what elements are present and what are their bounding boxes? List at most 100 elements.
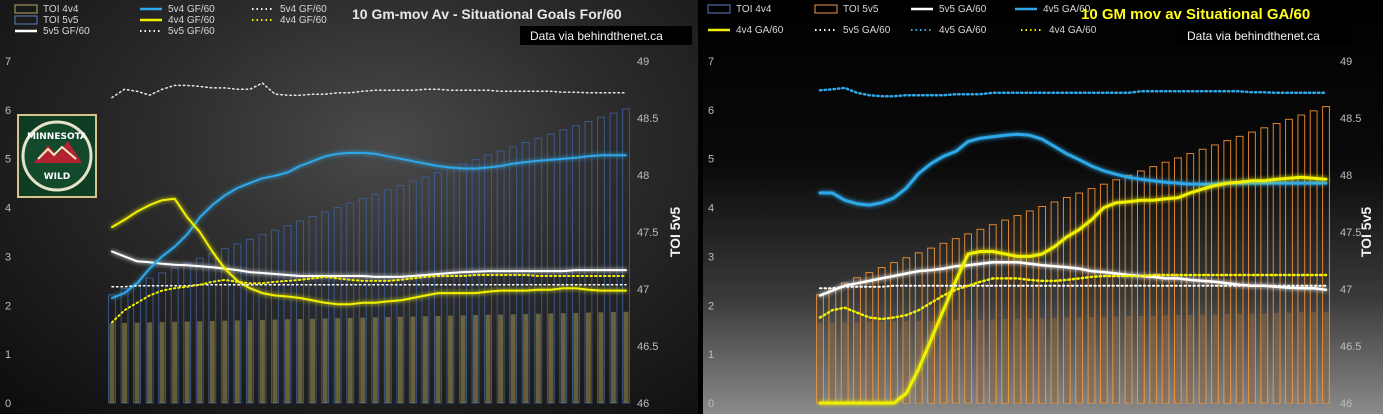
bar-toi-4v4	[903, 321, 909, 403]
legend-label: TOI 4v4	[43, 4, 79, 15]
bar-toi-4v4	[891, 321, 897, 403]
y2-tick-label: 48.5	[637, 113, 658, 125]
bar-toi-4v4	[285, 319, 290, 403]
bar-toi-4v4	[854, 322, 860, 403]
y-tick-label: 5	[708, 154, 714, 166]
bar-toi-4v4	[1212, 314, 1218, 403]
bar-toi-4v4	[1237, 313, 1243, 403]
legend-swatch-box	[707, 4, 731, 14]
bar-toi-4v4	[611, 312, 616, 403]
bar-toi-4v4	[347, 317, 353, 403]
series-line-4	[111, 82, 627, 99]
y2-tick-label: 49	[1340, 56, 1352, 68]
legend-label: TOI 4v4	[736, 4, 772, 15]
bar-toi-4v4	[435, 315, 441, 403]
bar-toi-4v4	[1286, 312, 1292, 403]
legend-swatch-box	[814, 4, 838, 14]
y-tick-label: 2	[708, 300, 714, 312]
bar-toi-4v4	[1126, 316, 1131, 403]
y2-tick-label: 47.5	[1340, 227, 1361, 239]
bar-toi-4v4	[1064, 317, 1070, 403]
legend-label: 4v4 GF/60	[280, 15, 327, 26]
bar-toi-4v4	[842, 322, 848, 403]
bar-toi-4v4	[1175, 315, 1181, 403]
panel-divider	[698, 0, 703, 414]
bar-toi-4v4	[397, 316, 403, 403]
y-tick-label: 0	[708, 398, 714, 410]
goals-against-chart: 0 1 2 3 4 5 6 7 46 46.5 47 47.5 48 48.5 49 TOI 5v5 TOI 4…	[707, 4, 1374, 410]
bar-toi-4v4	[978, 319, 983, 403]
y-tick-label: 5	[5, 154, 11, 166]
bar-toi-4v4	[335, 318, 341, 403]
bar-toi-4v4	[941, 320, 946, 403]
y-tick-label: 4	[5, 203, 11, 215]
bar-toi-4v4	[422, 316, 428, 403]
source-box	[520, 26, 692, 45]
legend-label: 5v5 GF/60	[168, 26, 215, 37]
bar-toi-4v4	[297, 319, 303, 403]
y2-tick-label: 48.5	[1340, 113, 1361, 125]
legend-label: 4v5 GA/60	[939, 25, 987, 36]
bar-toi-4v4	[197, 321, 203, 403]
legend-label: TOI 5v5	[843, 4, 879, 15]
y-tick-label: 7	[5, 56, 11, 68]
logo-mountain	[34, 141, 82, 163]
bar-toi-4v4	[1200, 314, 1205, 403]
bar-toi-4v4	[172, 321, 178, 403]
y2-tick-label: 47.5	[637, 227, 658, 239]
series-line-2	[111, 197, 627, 306]
bar-toi-4v4	[448, 315, 453, 403]
bar-toi-4v4	[1015, 318, 1020, 403]
bar-toi-4v4	[1274, 312, 1280, 403]
bar-toi-4v4	[134, 322, 140, 403]
y2-tick-label: 46	[637, 398, 649, 410]
y2-tick-label: 46.5	[637, 341, 658, 353]
y2-tick-label: 46	[1340, 398, 1352, 410]
logo-ridge	[37, 145, 77, 160]
logo-text-top: MINNESOTA	[27, 132, 87, 142]
legend-label: 4v5 GA/60	[1043, 4, 1091, 15]
bar-toi-4v4	[410, 316, 416, 403]
legend-label: 5v4 GF/60	[280, 4, 327, 15]
legend-label: 4v4 GA/60	[1049, 25, 1097, 36]
bar-toi-4v4	[247, 320, 253, 403]
y-tick-label: 4	[708, 203, 714, 215]
bar-toi-4v4	[1187, 314, 1193, 403]
source-box	[1177, 26, 1352, 45]
y2-tick-label: 49	[637, 56, 649, 68]
legend-label: TOI 5v5	[43, 15, 79, 26]
bar-toi-4v4	[473, 315, 479, 403]
legend-label: 5v5 GF/60	[43, 26, 90, 37]
bar-toi-4v4	[829, 322, 835, 403]
y-tick-label: 3	[708, 251, 714, 263]
y-tick-label: 6	[708, 105, 714, 117]
bar-toi-4v4	[360, 317, 366, 403]
y2-tick-label: 48	[1340, 170, 1352, 182]
bar-toi-4v4	[879, 321, 885, 403]
bar-toi-4v4	[460, 315, 466, 403]
bar-toi-4v4	[372, 317, 378, 403]
bar-toi-4v4	[510, 314, 516, 403]
bar-toi-4v4	[1249, 313, 1255, 403]
bar-toi-4v4	[1150, 315, 1156, 403]
bar-toi-4v4	[1027, 318, 1033, 403]
bar-toi-4v4	[598, 312, 604, 403]
bar-toi-4v4	[1138, 315, 1144, 403]
legend-swatch-box	[14, 15, 38, 25]
y-tick-label: 7	[708, 56, 714, 68]
bar-toi-4v4	[147, 322, 153, 403]
bar-toi-4v4	[953, 320, 959, 403]
bar-toi-4v4	[234, 320, 240, 403]
bar-toi-4v4	[548, 313, 554, 403]
bar-toi-4v4	[310, 318, 316, 403]
series-line-0	[818, 261, 1328, 297]
series-line-5	[111, 274, 627, 324]
bar-toi-4v4	[498, 314, 504, 403]
bar-toi-4v4	[109, 323, 115, 403]
series-line-5	[818, 273, 1328, 321]
bar-toi-4v4	[560, 313, 566, 403]
bar-toi-4v4	[272, 319, 278, 403]
goals-against-chart-panel: 0 1 2 3 4 5 6 7 46 46.5 47 47.5 48 48.5 49 TOI 5v5 TOI 4…	[703, 0, 1383, 414]
bar-toi-4v4	[1298, 312, 1304, 403]
